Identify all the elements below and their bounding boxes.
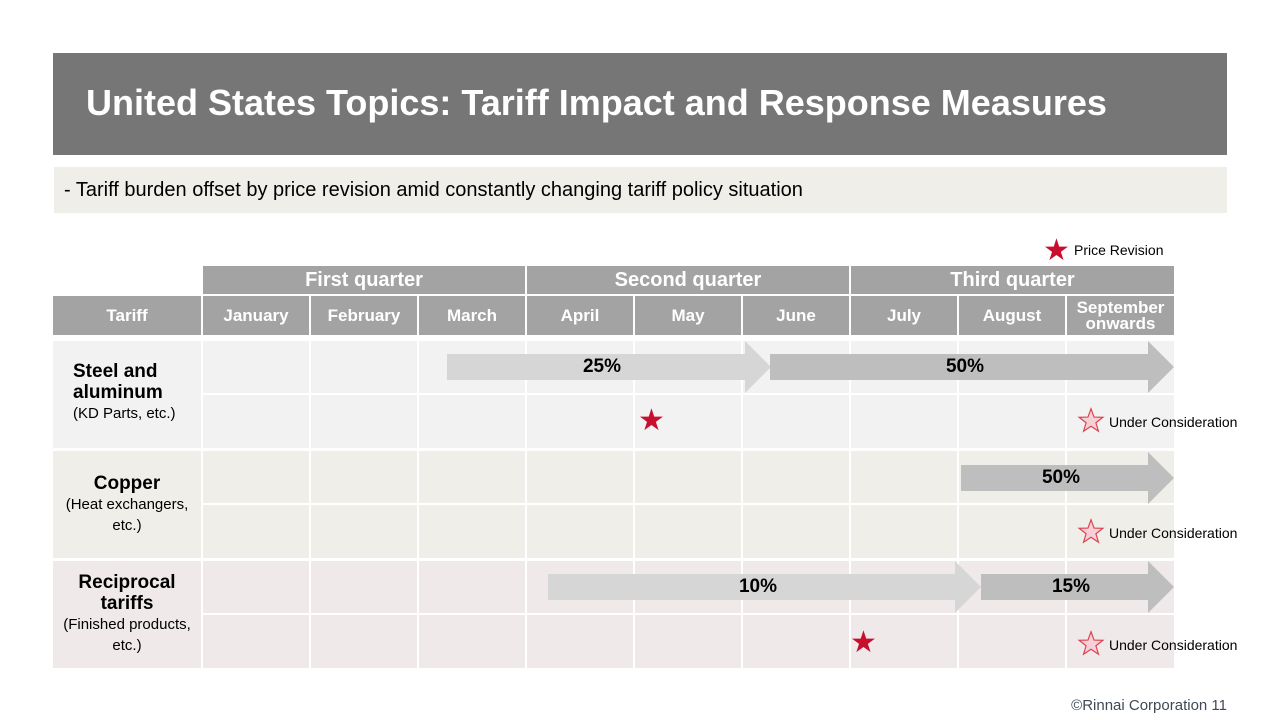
star-outline-icon bbox=[1077, 407, 1105, 433]
grid-cell bbox=[635, 505, 741, 558]
quarter-header-second: Second quarter bbox=[527, 266, 849, 294]
row-name: tariffs bbox=[100, 593, 154, 614]
grid-cell bbox=[203, 395, 309, 448]
grid-cell bbox=[527, 395, 633, 448]
grid-cell bbox=[311, 505, 417, 558]
grid-cell bbox=[311, 451, 417, 503]
rate-arrow-reciprocal-15: 15% bbox=[981, 561, 1174, 613]
row-detail: etc.) bbox=[112, 637, 142, 654]
grid-cell bbox=[527, 451, 633, 503]
grid-cell bbox=[959, 615, 1065, 668]
rate-label: 50% bbox=[945, 356, 985, 377]
star-icon: ★ bbox=[638, 404, 665, 437]
month-header-august: August bbox=[959, 296, 1065, 335]
legend-label: Price Revision bbox=[1074, 242, 1164, 258]
title-bar bbox=[53, 53, 1227, 155]
rate-arrow-steel-50: 50% bbox=[770, 341, 1174, 393]
row-detail: (KD Parts, etc.) bbox=[73, 405, 176, 422]
row-label-copper: Copper (Heat exchangers, etc.) bbox=[53, 473, 201, 536]
grid-cell bbox=[743, 505, 849, 558]
subtitle-bar bbox=[54, 167, 1227, 213]
grid-cell bbox=[959, 505, 1065, 558]
quarter-header-first: First quarter bbox=[203, 266, 525, 294]
rate-label: 50% bbox=[1041, 467, 1081, 488]
tariff-header: Tariff bbox=[53, 296, 201, 335]
status-under-consideration: Under Consideration bbox=[1109, 414, 1238, 430]
grid-cell bbox=[851, 451, 957, 503]
rate-arrow-copper-50: 50% bbox=[961, 452, 1174, 504]
month-header-may: May bbox=[635, 296, 741, 335]
row-name: Reciprocal bbox=[78, 572, 176, 593]
grid-cell bbox=[419, 451, 525, 503]
rate-label: 25% bbox=[582, 356, 622, 377]
grid-cell bbox=[419, 395, 525, 448]
grid-cell bbox=[419, 615, 525, 668]
row-name: Copper bbox=[93, 473, 161, 494]
star-icon: ★ bbox=[1043, 234, 1070, 267]
month-header-june: June bbox=[743, 296, 849, 335]
grid-cell bbox=[959, 395, 1065, 448]
month-header-february: February bbox=[311, 296, 417, 335]
grid-cell bbox=[203, 561, 309, 613]
grid-cell bbox=[851, 395, 957, 448]
month-header-april: April bbox=[527, 296, 633, 335]
footer-copyright: ©Rinnai Corporation 11 bbox=[1071, 697, 1227, 714]
grid-cell bbox=[419, 561, 525, 613]
row-detail: etc.) bbox=[112, 517, 142, 534]
grid-cell bbox=[527, 615, 633, 668]
grid-cell bbox=[743, 395, 849, 448]
star-outline-icon bbox=[1077, 518, 1105, 544]
rate-label: 10% bbox=[738, 576, 778, 597]
month-header-september-onwards: September onwards bbox=[1067, 296, 1174, 335]
row-name: Steel and bbox=[73, 361, 158, 382]
slide-subtitle: - Tariff burden offset by price revision… bbox=[64, 179, 803, 201]
grid-cell bbox=[527, 505, 633, 558]
status-under-consideration: Under Consideration bbox=[1109, 525, 1238, 541]
row-label-cell bbox=[53, 341, 201, 448]
row-label-cell bbox=[53, 561, 201, 668]
rate-arrow-reciprocal-10: 10% bbox=[548, 561, 981, 613]
grid-cell bbox=[851, 505, 957, 558]
grid-cell bbox=[851, 615, 957, 668]
row-label-steel: Steel and aluminum (KD Parts, etc.) bbox=[53, 361, 201, 424]
grid-cell bbox=[635, 395, 741, 448]
star-icon: ★ bbox=[850, 626, 877, 659]
row-detail: (Finished products, bbox=[63, 616, 191, 633]
grid-cell bbox=[311, 561, 417, 613]
grid-cell bbox=[311, 395, 417, 448]
row-detail: (Heat exchangers, bbox=[65, 496, 189, 513]
month-header-march: March bbox=[419, 296, 525, 335]
grid-cell bbox=[203, 451, 309, 503]
month-header-july: July bbox=[851, 296, 957, 335]
grid-cell bbox=[743, 451, 849, 503]
month-header-january: January bbox=[203, 296, 309, 335]
rate-label: 15% bbox=[1051, 576, 1091, 597]
quarter-header-third: Third quarter bbox=[851, 266, 1174, 294]
grid-cell bbox=[203, 615, 309, 668]
grid-cell bbox=[311, 341, 417, 393]
row-label-cell bbox=[53, 451, 201, 558]
rate-arrow-steel-25: 25% bbox=[447, 341, 771, 393]
month-header-line: onwards bbox=[1085, 313, 1156, 333]
grid-cell bbox=[635, 615, 741, 668]
grid-cell bbox=[419, 505, 525, 558]
month-header-line: September bbox=[1076, 297, 1165, 317]
row-label-reciprocal: Reciprocal tariffs (Finished products, e… bbox=[53, 572, 201, 656]
grid-cell bbox=[203, 505, 309, 558]
slide-title: United States Topics: Tariff Impact and … bbox=[86, 82, 1107, 123]
grid-cell bbox=[311, 615, 417, 668]
grid-cell bbox=[635, 451, 741, 503]
star-outline-icon bbox=[1077, 630, 1105, 656]
row-name: aluminum bbox=[73, 382, 163, 403]
status-under-consideration: Under Consideration bbox=[1109, 637, 1238, 653]
grid-cell bbox=[743, 615, 849, 668]
grid-cell bbox=[203, 341, 309, 393]
